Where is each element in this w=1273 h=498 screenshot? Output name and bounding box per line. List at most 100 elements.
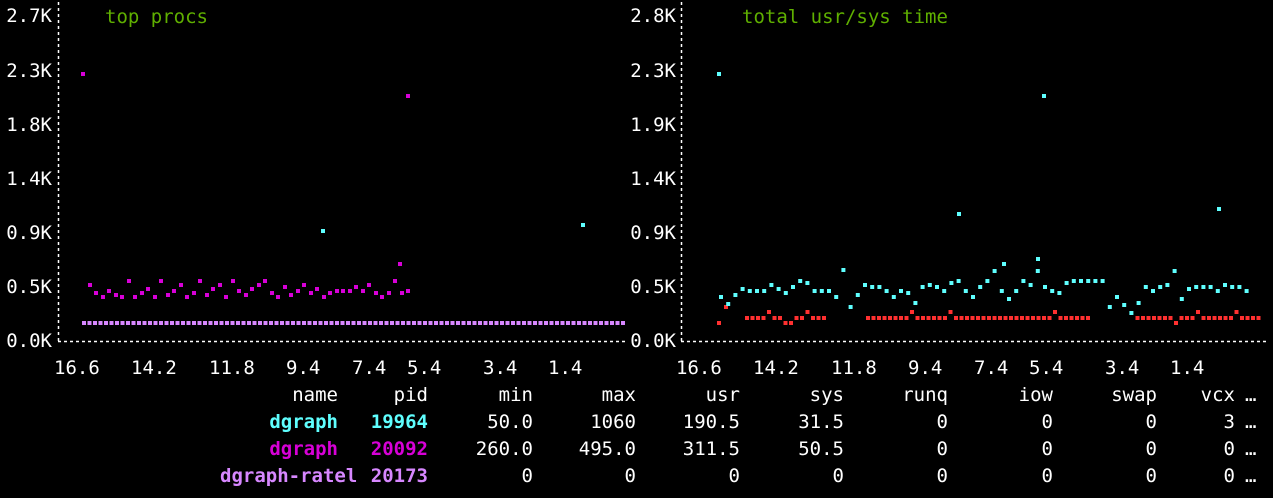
ratel-point <box>533 321 537 325</box>
usr-point <box>1014 289 1019 293</box>
table-cell-usr: 311.5 <box>682 438 740 460</box>
table-cell-runq: 0 <box>936 465 948 487</box>
dgraph-20092-point <box>328 291 332 295</box>
ratel-point <box>604 321 609 325</box>
sys-point <box>1185 316 1189 320</box>
left-x-tick: 14.2 <box>131 357 177 379</box>
usr-point <box>884 289 889 293</box>
col-header-min[interactable]: min <box>498 384 533 406</box>
dgraph-20092-point <box>231 279 235 283</box>
usr-point <box>1129 311 1134 315</box>
ratel-point <box>406 321 411 325</box>
dgraph-20092-point <box>367 283 371 287</box>
dgraph-20092-point <box>114 293 118 297</box>
sys-point <box>1064 316 1068 320</box>
ratel-point <box>516 321 521 325</box>
sys-point <box>1234 310 1239 314</box>
ratel-point <box>230 321 235 325</box>
table-cell-min: 260.0 <box>475 438 533 460</box>
table-cell-vcx: 3 <box>1223 411 1235 433</box>
ratel-point <box>461 321 466 325</box>
dgraph-20092-point <box>107 289 111 293</box>
dgraph-20092-point <box>133 295 137 299</box>
ratel-point <box>428 321 433 325</box>
ratel-point <box>621 321 625 325</box>
table-cell-max: 1060 <box>590 411 636 433</box>
sys-point <box>756 316 760 320</box>
ratel-point <box>505 321 510 325</box>
col-header-sys[interactable]: sys <box>809 384 844 406</box>
dgraph-20092-point <box>276 295 280 299</box>
right-y-tick: 0.9K <box>630 222 676 244</box>
ratel-point <box>340 321 345 325</box>
sys-point <box>816 316 821 320</box>
sys-point <box>877 316 881 320</box>
usr-point <box>877 285 882 289</box>
ratel-point <box>153 321 158 325</box>
dgraph-20092-point <box>244 293 248 297</box>
ratel-point <box>423 321 427 325</box>
ratel-point <box>197 321 202 325</box>
right-x-tick: 1.4 <box>1170 357 1205 379</box>
dgraph-20092-point <box>166 293 170 297</box>
usr-point <box>1086 279 1091 283</box>
col-header-vcx[interactable]: vcx <box>1200 384 1235 406</box>
sys-point <box>915 316 920 320</box>
sys-point <box>888 316 892 320</box>
usr-point <box>942 289 947 293</box>
col-header-pid[interactable]: pid <box>393 384 428 406</box>
sys-point <box>1053 310 1057 314</box>
sys-point <box>937 316 942 320</box>
col-header-max[interactable]: max <box>601 384 636 406</box>
dgraph-20092-point <box>374 291 378 295</box>
dgraph-20092-point <box>322 295 326 299</box>
ratel-point <box>170 321 174 325</box>
table-cell-vcx: 0 <box>1223 465 1235 487</box>
right-y-tick: 2.8K <box>630 5 676 27</box>
usr-point <box>827 289 831 293</box>
col-header-runq[interactable]: runq <box>902 384 948 406</box>
ratel-point <box>412 321 416 325</box>
usr-point <box>1028 283 1033 287</box>
ratel-point <box>527 321 532 325</box>
table-cell-runq: 0 <box>936 438 948 460</box>
ratel-point <box>417 321 422 325</box>
sys-point <box>789 321 793 325</box>
usr-point <box>1042 94 1046 98</box>
ratel-point <box>549 321 554 325</box>
dgraph-20092-point <box>172 289 176 293</box>
usr-point <box>1007 297 1011 301</box>
usr-point <box>1143 285 1148 289</box>
usr-point <box>747 289 752 293</box>
usr-point <box>1035 269 1040 273</box>
col-header-more: … <box>1245 384 1257 406</box>
left-x-tick: 7.4 <box>352 357 387 379</box>
sys-point <box>1201 316 1206 320</box>
sys-point <box>1245 316 1250 320</box>
usr-point <box>920 285 925 289</box>
col-header-name[interactable]: name <box>292 384 338 406</box>
table-cell-more: … <box>1245 411 1257 433</box>
ratel-point <box>395 321 400 325</box>
col-header-usr[interactable]: usr <box>705 384 740 406</box>
left-y-tick: 0.5K <box>6 276 52 298</box>
ratel-point <box>357 321 361 325</box>
ratel-point <box>571 321 576 325</box>
ratel-point <box>500 321 504 325</box>
usr-point <box>999 289 1004 293</box>
col-header-iow[interactable]: iow <box>1018 384 1053 406</box>
col-header-swap[interactable]: swap <box>1111 384 1157 406</box>
usr-point <box>1201 285 1206 289</box>
usr-point <box>1107 305 1112 309</box>
left-y-tick: 2.7K <box>6 5 52 27</box>
sys-point <box>745 316 749 320</box>
usr-point <box>1043 285 1047 289</box>
dgraph-20092-point <box>398 262 402 266</box>
dgraph-20092-point <box>224 295 228 299</box>
dgraph-20092-point <box>237 289 241 293</box>
sys-point <box>1190 316 1195 320</box>
ratel-point <box>456 321 460 325</box>
usr-point <box>891 295 896 299</box>
usr-point <box>1050 289 1055 293</box>
